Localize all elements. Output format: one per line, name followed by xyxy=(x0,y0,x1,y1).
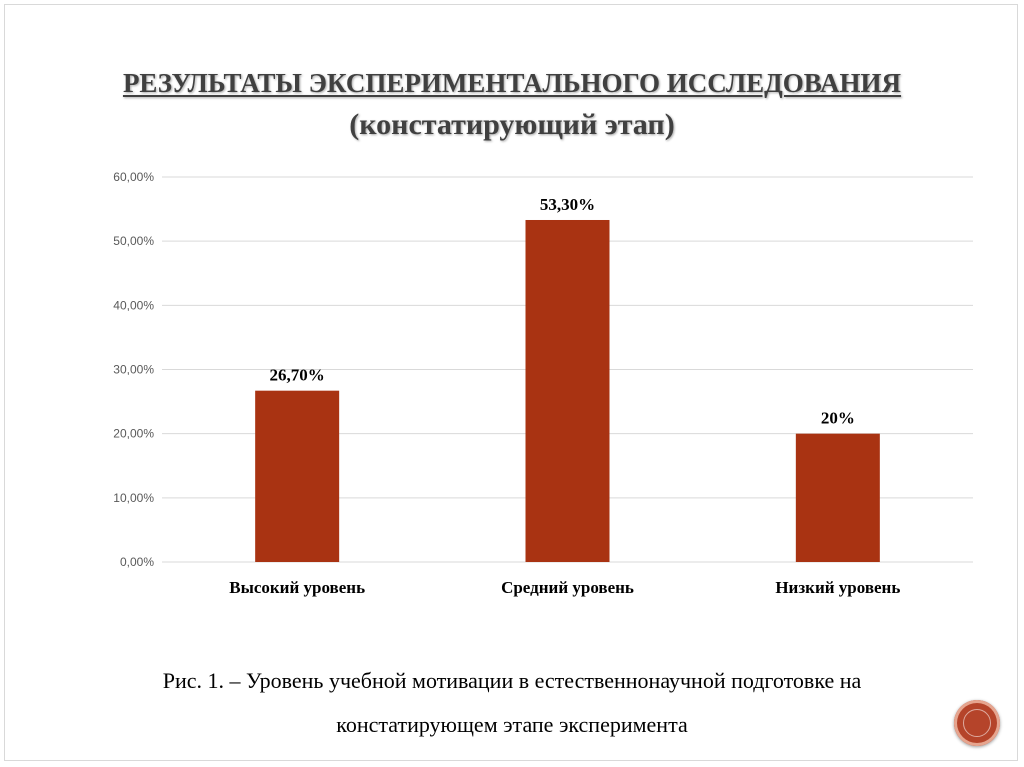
bar-data-label: 26,70% xyxy=(270,366,325,385)
slide-title: РЕЗУЛЬТАТЫ ЭКСПЕРИМЕНТАЛЬНОГО ИССЛЕДОВАН… xyxy=(122,68,902,98)
slide-frame xyxy=(4,4,1018,761)
slide-nav-badge-icon[interactable] xyxy=(954,700,1000,746)
y-tick-label: 30,00% xyxy=(113,363,154,377)
bar xyxy=(795,433,880,562)
y-tick-label: 20,00% xyxy=(113,427,154,441)
figure-caption-line1: Рис. 1. – Уровень учебной мотивации в ес… xyxy=(162,668,862,693)
x-category-label: Высокий уровень xyxy=(229,578,365,597)
y-tick-label: 60,00% xyxy=(113,170,154,184)
y-tick-label: 40,00% xyxy=(113,298,154,312)
y-tick-label: 0,00% xyxy=(120,555,154,569)
bar-data-label: 20% xyxy=(821,409,855,428)
figure-caption-line2: констатирующем этапе эксперимента xyxy=(336,712,688,737)
x-category-label: Низкий уровень xyxy=(775,578,900,597)
x-category-label: Средний уровень xyxy=(501,578,634,597)
bar-data-label: 53,30% xyxy=(540,195,595,214)
y-tick-label: 50,00% xyxy=(113,234,154,248)
bar xyxy=(525,219,610,562)
bar xyxy=(255,390,340,562)
slide-subtitle: (констатирующий этап) xyxy=(349,108,675,141)
y-tick-label: 10,00% xyxy=(113,491,154,505)
